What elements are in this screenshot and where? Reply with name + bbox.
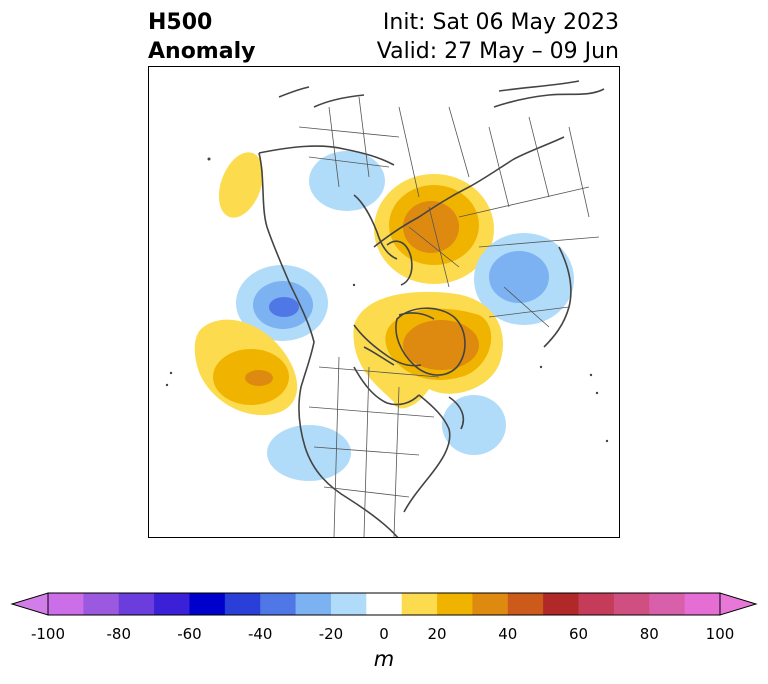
colorbar-segment (224, 593, 261, 615)
colorbar-tick-label: 20 (427, 625, 447, 643)
colorbar-unit-label: m (373, 647, 395, 671)
colorbar-segment (330, 593, 367, 615)
colorbar-segment (83, 593, 120, 615)
anomaly-shading (194, 151, 574, 481)
anomaly-map (165, 80, 609, 537)
valid-range-label: Valid: 27 May – 09 Jun (376, 39, 619, 64)
colorbar-segment (684, 593, 721, 615)
colorbar-segment (295, 593, 332, 615)
colorbar-over-arrow (719, 592, 758, 616)
colorbar-segment (118, 593, 155, 615)
anomaly-positive-alaska-coast (218, 152, 264, 218)
colorbar-tick-label: 80 (639, 625, 659, 643)
colorbar-outline (47, 592, 721, 616)
map-date-info: Init: Sat 06 May 2023 Valid: 27 May – 09… (377, 8, 619, 66)
colorbar (10, 592, 758, 616)
colorbar-segment (154, 593, 190, 615)
colorbar-tick-label: 60 (568, 625, 589, 643)
islands (165, 157, 609, 443)
colorbar-under-arrow (10, 592, 49, 616)
colorbar-tick-label: -40 (247, 625, 273, 643)
colorbar-segment (578, 593, 615, 615)
anomaly-negative-western-us (267, 425, 351, 481)
colorbar-segment (401, 593, 438, 615)
colorbar-segment (543, 593, 580, 615)
colorbar-segment (613, 593, 650, 615)
anomaly-negative-aleutians (236, 265, 328, 341)
colorbar-segment (507, 593, 544, 615)
colorbar-tick-label: 100 (705, 625, 735, 643)
colorbar-segments (10, 592, 758, 616)
colorbar-segment (260, 593, 297, 615)
colorbar-segment (472, 593, 509, 615)
init-date-label: Init: Sat 06 May 2023 (382, 10, 619, 35)
colorbar-tick-label: -20 (318, 625, 344, 643)
anomaly-negative-north-atlantic (442, 395, 506, 455)
colorbar-tick-label: -100 (30, 625, 66, 643)
anomaly-positive-arctic-greenland (353, 291, 504, 409)
colorbar-segment (649, 593, 686, 615)
colorbar-segment (48, 593, 84, 615)
colorbar-tick-label: 40 (498, 625, 518, 643)
coastlines (258, 80, 605, 537)
colorbar-segment (366, 593, 403, 615)
colorbar-tick-label: -60 (177, 625, 202, 643)
map-panel (148, 66, 620, 538)
map-title: H500 Anomaly (148, 8, 255, 66)
anomaly-positive-northeast-pacific (194, 319, 298, 416)
colorbar-tick-label: 0 (379, 625, 389, 643)
political-borders (298, 96, 600, 537)
map-title-line1: H500 (148, 10, 213, 35)
anomaly-negative-east-asia (474, 233, 574, 325)
colorbar-tick-label: -80 (106, 625, 131, 643)
map-title-line2: Anomaly (148, 39, 256, 64)
anomaly-positive-scandinavia-russia (374, 174, 494, 284)
colorbar-segment (189, 593, 226, 615)
colorbar-segment (437, 593, 473, 615)
anomaly-negative-northern-asia (309, 151, 385, 211)
